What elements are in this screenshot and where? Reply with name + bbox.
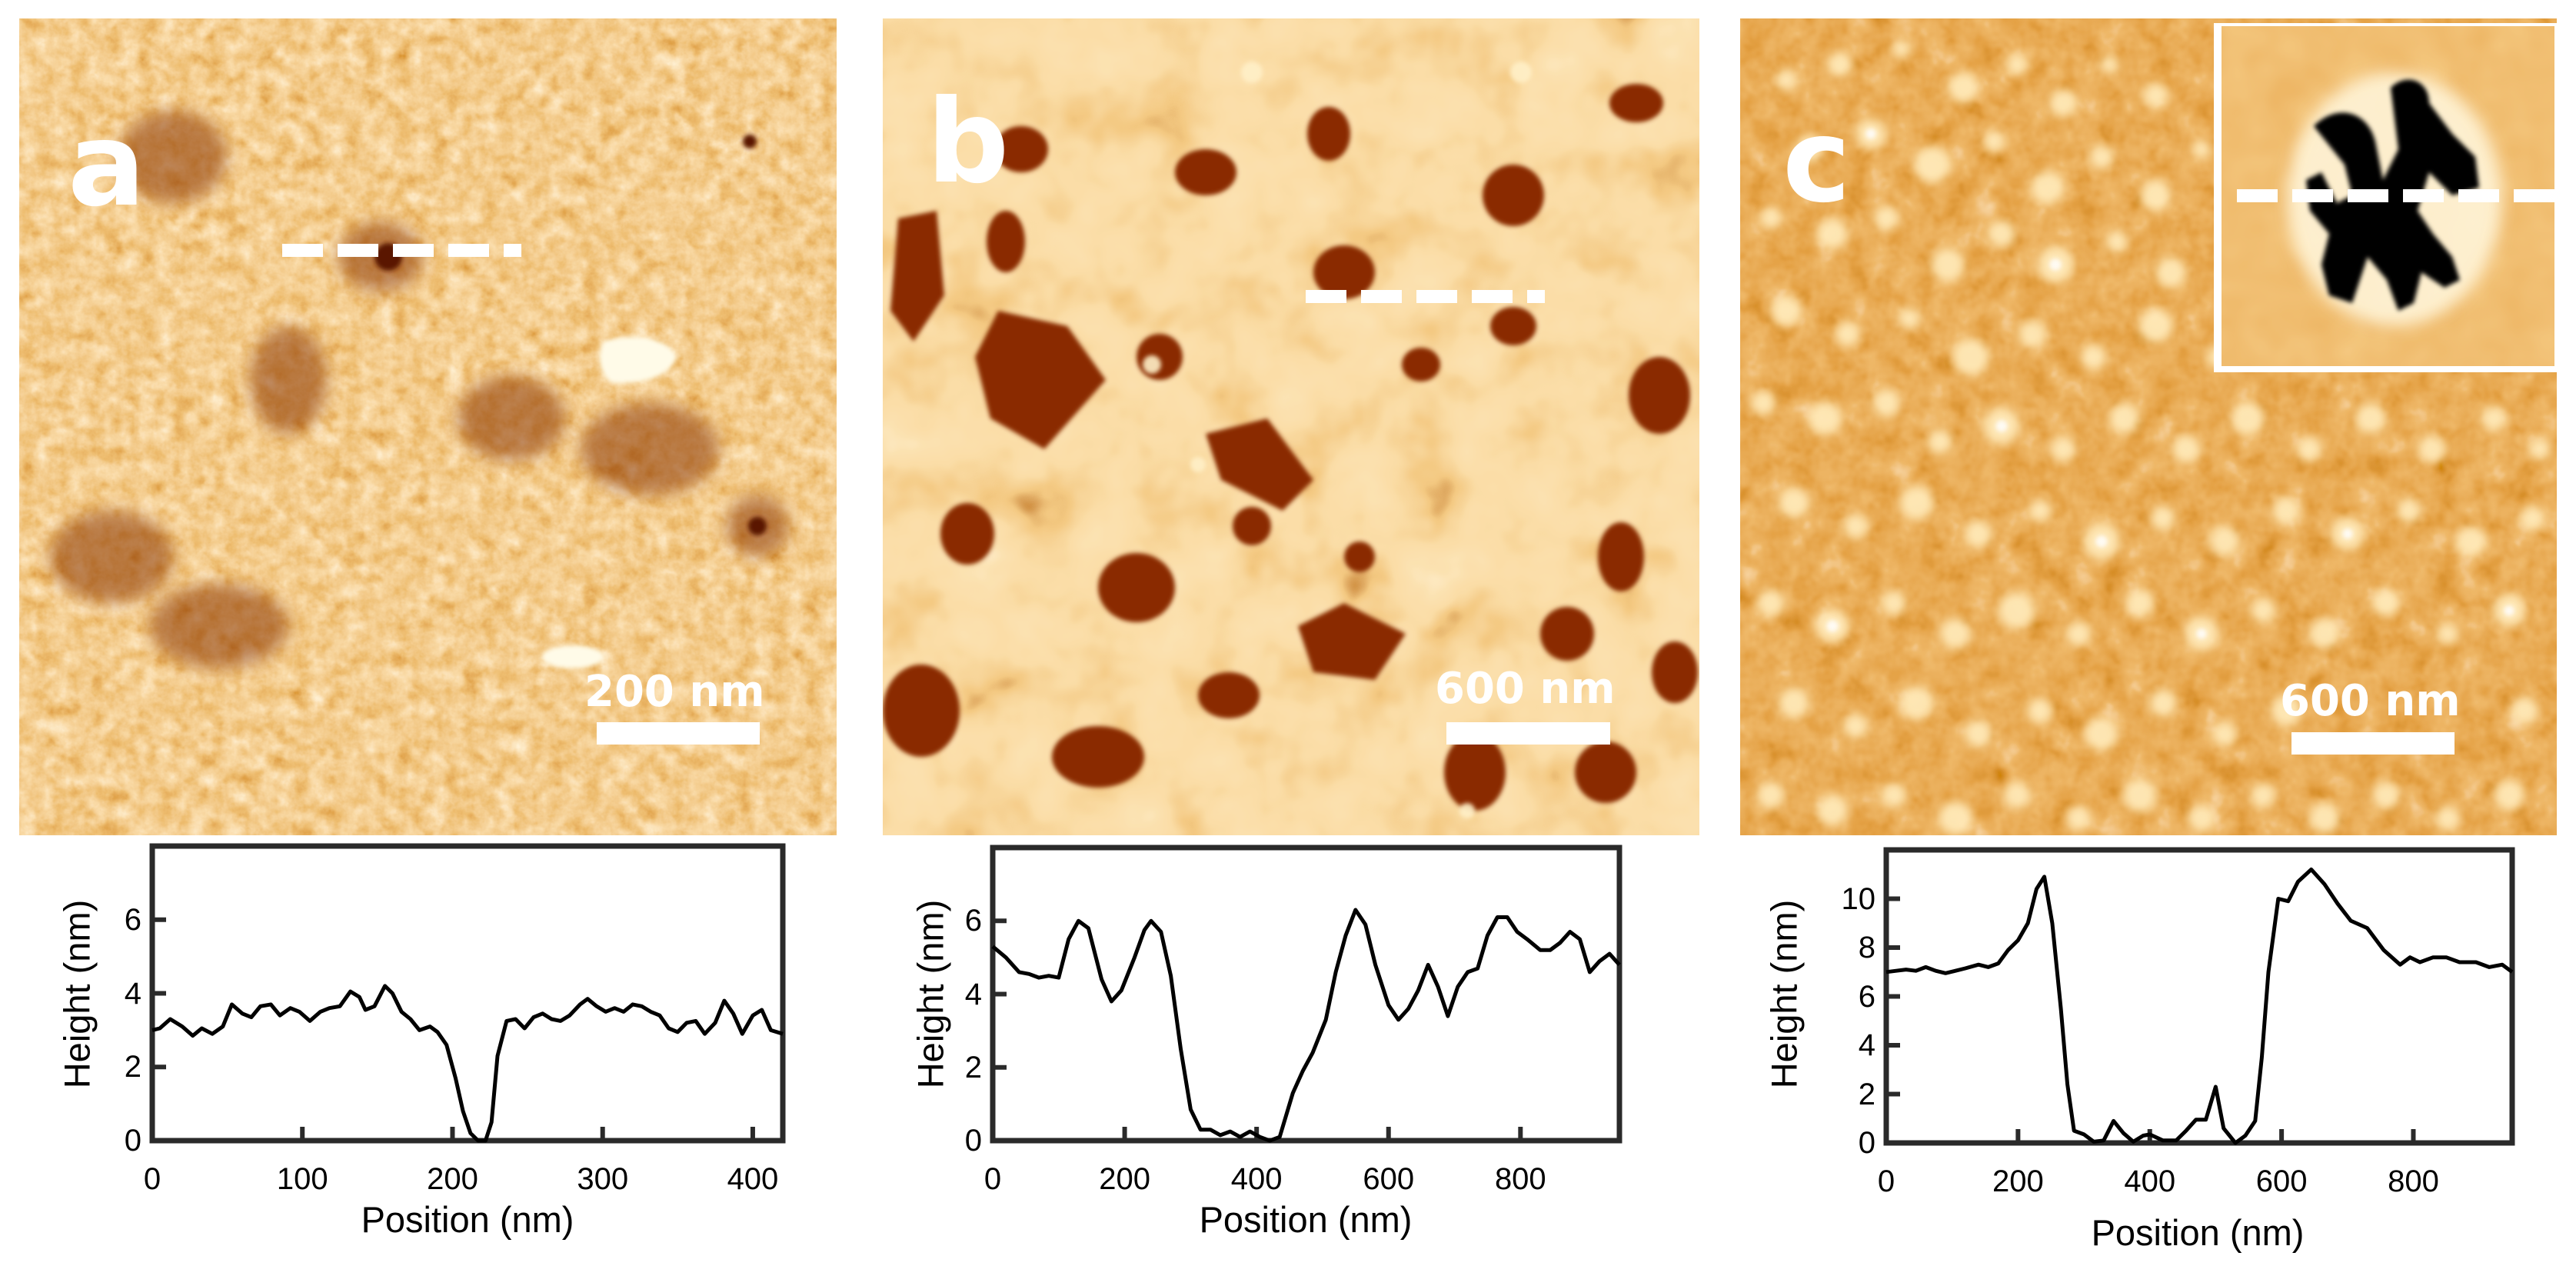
x-tick-label: 400 (2124, 1164, 2176, 1198)
height-profile-plot-b (990, 845, 1622, 1144)
panel-label-b: b (927, 75, 1010, 209)
x-tick-label: 200 (427, 1162, 478, 1196)
afm-image-a (19, 18, 837, 835)
x-axis-title-b: Position (nm) (1199, 1199, 1413, 1240)
afm-texture-b (883, 18, 1699, 835)
dash (2514, 189, 2554, 202)
y-tick-label: 2 (964, 1050, 982, 1084)
x-tick-label: 600 (2255, 1164, 2308, 1198)
x-tick-label: 0 (983, 1162, 1002, 1196)
scale-bar-a (597, 722, 760, 745)
scale-bar-b (1446, 722, 1610, 745)
dash (2458, 189, 2499, 202)
y-axis-title-a: Height (nm) (56, 899, 98, 1089)
height-profile-line (991, 908, 1621, 1143)
scale-label-c: 600 nm (2280, 676, 2461, 726)
plot-frame (149, 843, 786, 1144)
x-axis-title-a: Position (nm) (361, 1199, 574, 1240)
dash (1416, 290, 1457, 303)
dash (1472, 290, 1513, 303)
panel-label-a: a (68, 98, 146, 232)
y-tick-label: 6 (964, 904, 982, 938)
y-tick-label: 10 (1841, 881, 1876, 916)
x-axis-title-c: Position (nm) (2091, 1212, 2305, 1253)
height-profile-line (1885, 867, 2514, 1145)
plot-b-canvas (990, 845, 1622, 1144)
y-tick-label: 4 (1858, 1028, 1875, 1062)
x-tick-label: 0 (143, 1162, 161, 1196)
dash (1306, 290, 1346, 303)
y-tick-label: 0 (964, 1124, 982, 1158)
x-tick-label: 600 (1363, 1162, 1415, 1196)
dash (1361, 290, 1402, 303)
profile-line-a (282, 244, 536, 257)
x-tick-label: 800 (1494, 1162, 1546, 1196)
height-profile-line (151, 984, 784, 1143)
dash (393, 244, 434, 257)
y-tick-label: 4 (964, 977, 982, 1011)
dash (2348, 189, 2388, 202)
plot-frame (990, 845, 1622, 1144)
dash (2237, 189, 2278, 202)
y-tick-label: 0 (124, 1124, 141, 1158)
x-tick-label: 200 (1099, 1162, 1150, 1196)
x-tick-label: 200 (1992, 1164, 2044, 1198)
dash (2292, 189, 2333, 202)
y-tick-label: 2 (1858, 1077, 1875, 1111)
y-tick-label: 6 (124, 902, 141, 937)
dash (1527, 290, 1545, 303)
x-tick-label: 300 (577, 1162, 629, 1196)
plot-c-canvas (1883, 847, 2515, 1146)
dash (338, 244, 378, 257)
x-tick-label: 400 (727, 1162, 779, 1196)
afm-texture-a (19, 18, 837, 835)
y-tick-label: 0 (1858, 1126, 1875, 1160)
x-tick-label: 100 (276, 1162, 328, 1196)
profile-line-c (2237, 189, 2554, 202)
plot-a-canvas (149, 843, 786, 1144)
scale-bar-c (2291, 732, 2455, 755)
scale-label-a: 200 nm (584, 667, 765, 717)
height-profile-plot-a (149, 843, 786, 1144)
dash (504, 244, 521, 257)
y-tick-label: 8 (1858, 931, 1875, 964)
x-tick-label: 400 (1230, 1162, 1283, 1196)
scale-label-b: 600 nm (1435, 664, 1616, 714)
afm-image-b (883, 18, 1699, 835)
y-axis-title-c: Height (nm) (1763, 899, 1805, 1089)
profile-line-b (1306, 290, 1559, 303)
dash (2403, 189, 2444, 202)
panel-label-c: c (1782, 95, 1851, 228)
plot-frame (1883, 847, 2515, 1146)
y-tick-label: 2 (124, 1050, 141, 1084)
y-tick-label: 4 (124, 976, 141, 1011)
x-tick-label: 0 (1877, 1164, 1895, 1198)
height-profile-plot-c (1883, 847, 2515, 1146)
dash (282, 244, 323, 257)
x-tick-label: 800 (2388, 1164, 2439, 1198)
y-tick-label: 6 (1858, 979, 1875, 1014)
dash (448, 244, 489, 257)
y-axis-title-b: Height (nm) (910, 899, 951, 1089)
